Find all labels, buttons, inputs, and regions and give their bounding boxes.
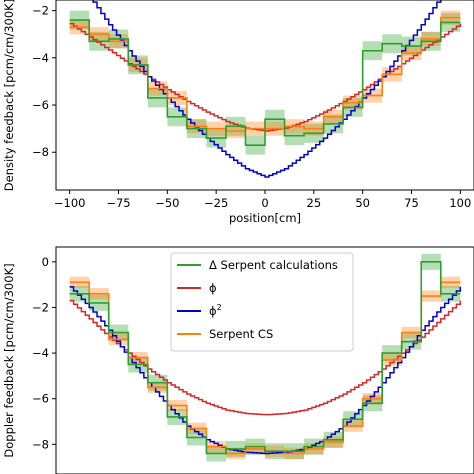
phi-squared-line [92, 0, 442, 178]
x-tick-label: 100 [449, 196, 471, 210]
y-tick-label: −2 [32, 4, 49, 18]
y-axis-label: Density feedback [pcm/cm/300K] [2, 0, 16, 191]
x-tick-label: −50 [155, 196, 179, 210]
density-feedback-panel: −8 −6 −4 −2 −100 −75 −50 −25 0 25 50 75 100 position[… [2, 0, 474, 225]
y-tick-label: −6 [32, 98, 49, 112]
plot-area [69, 0, 462, 178]
y-tick-label: −2 [32, 300, 49, 314]
y-tick-label: 0 [42, 255, 49, 269]
x-tick-label: −100 [54, 196, 86, 210]
doppler-feedback-panel: −8 −6 −4 −2 0 Doppler feedback [pcm/cm/300K] Δ… [2, 246, 474, 474]
legend-entry: Δ Serpent calculations [209, 258, 338, 272]
x-tick-label: 50 [355, 196, 370, 210]
plot-area [69, 253, 462, 462]
x-tick-label: 0 [261, 196, 268, 210]
y-tick-label: −4 [32, 51, 49, 65]
legend-entry: ϕ [209, 281, 217, 295]
y-tick-label: −8 [32, 145, 49, 159]
serpent-calc-line [69, 261, 461, 455]
x-tick-label: 25 [307, 196, 322, 210]
x-axis-label: position[cm] [229, 211, 301, 225]
axes-frame [55, 0, 474, 191]
x-tick-label: −75 [106, 196, 130, 210]
legend-entry: Serpent CS [209, 327, 273, 341]
y-tick-label: −8 [32, 437, 49, 451]
y-tick-label: −4 [32, 346, 49, 360]
y-tick-label: −6 [32, 392, 49, 406]
axes-frame [55, 246, 474, 474]
y-axis-label: Doppler feedback [pcm/cm/300K] [2, 263, 16, 457]
x-tick-label: 75 [404, 196, 419, 210]
serpent-calc-line [69, 19, 461, 146]
x-tick-label: −25 [204, 196, 228, 210]
